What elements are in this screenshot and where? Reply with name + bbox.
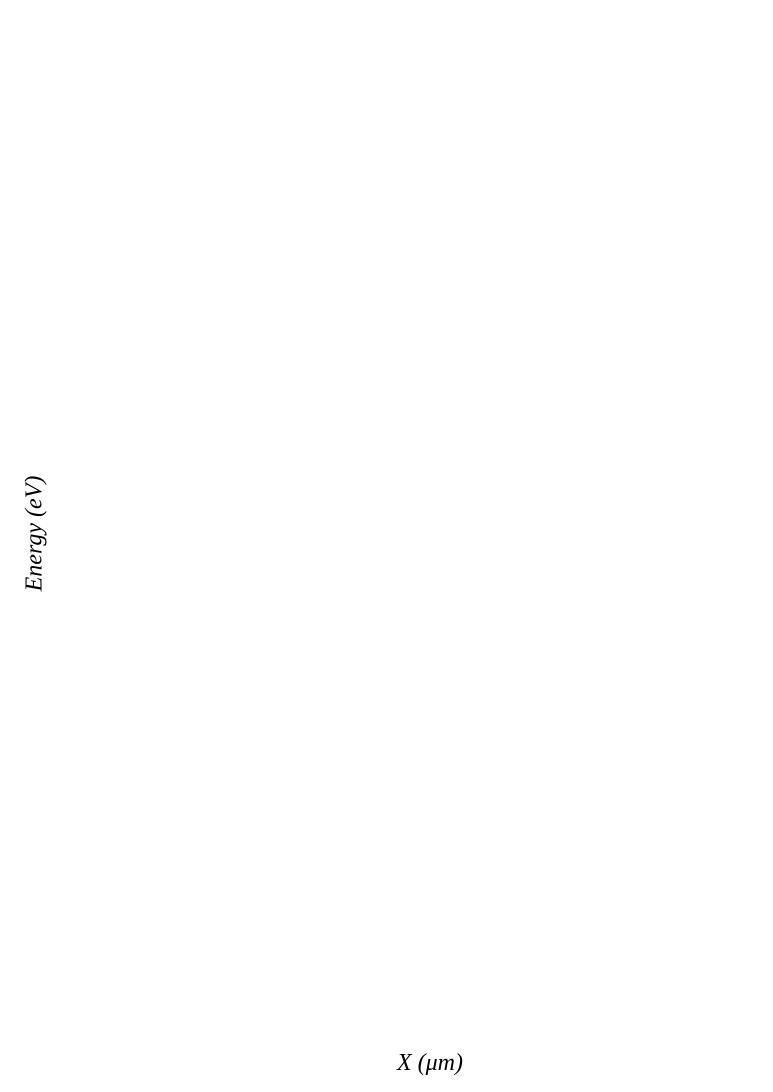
x-axis-label: X (μm) (360, 1050, 500, 1077)
y-axis-label: Energy (eV) (22, 464, 49, 604)
figure-stage: Energy (eV) X (μm) (0, 0, 773, 1087)
figure-svg (0, 0, 773, 1087)
